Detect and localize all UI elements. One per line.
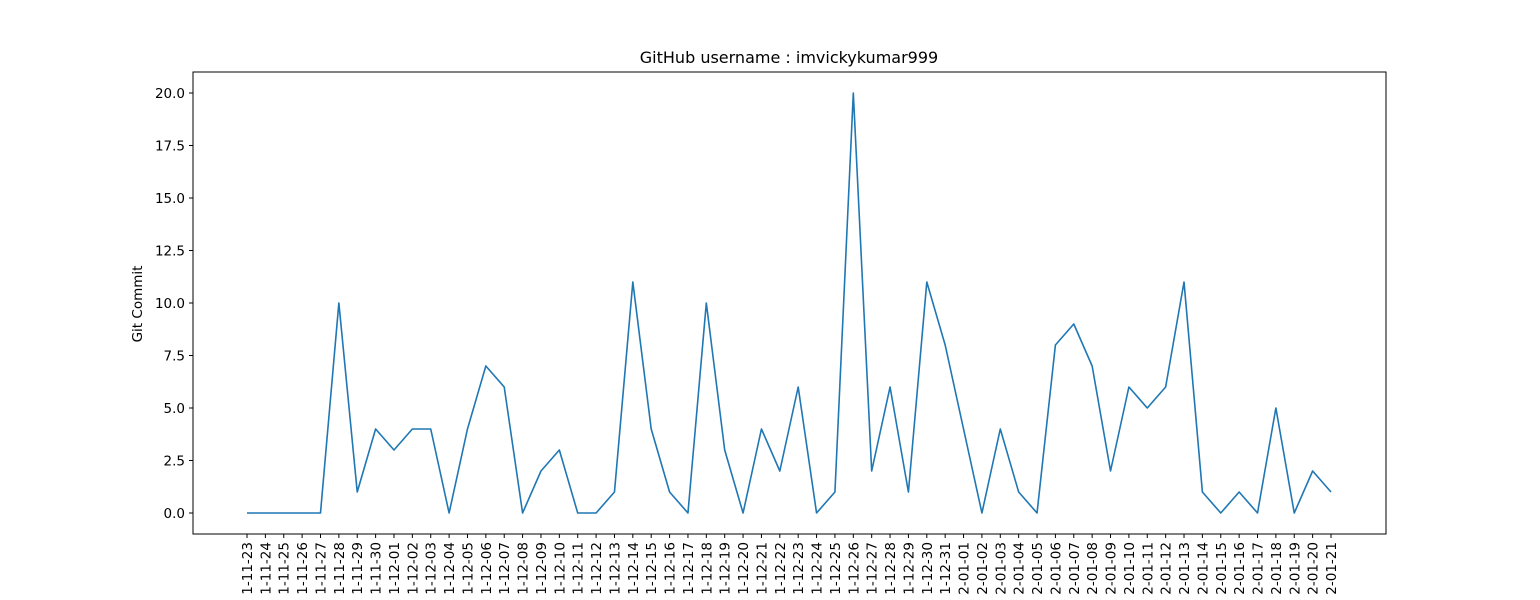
y-tick-label: 12.5 bbox=[155, 244, 185, 260]
x-tick-label: 1-12-12 bbox=[589, 542, 605, 595]
y-tick-label: 10.0 bbox=[155, 296, 185, 312]
x-tick-label: 1-12-04 bbox=[442, 542, 458, 595]
y-tick-label: 7.5 bbox=[164, 349, 185, 365]
x-tick-label: 1-12-08 bbox=[516, 542, 532, 595]
x-tick-label: 2-01-10 bbox=[1122, 542, 1138, 595]
x-tick-label: 1-12-14 bbox=[626, 542, 642, 595]
x-tick-label: 1-11-25 bbox=[277, 542, 293, 595]
x-tick-label: 1-12-31 bbox=[938, 542, 954, 595]
x-tick-label: 1-12-18 bbox=[699, 542, 715, 595]
x-tick-label: 1-12-26 bbox=[846, 542, 862, 595]
x-tick-label: 2-01-11 bbox=[1140, 542, 1156, 595]
x-tick-label: 1-12-09 bbox=[534, 542, 550, 595]
x-tick-label: 1-12-17 bbox=[681, 542, 697, 595]
x-tick-label: 2-01-18 bbox=[1269, 542, 1285, 595]
x-tick-label: 1-12-07 bbox=[497, 542, 513, 595]
y-tick-label: 15.0 bbox=[155, 191, 185, 207]
y-tick-label: 2.5 bbox=[164, 454, 185, 470]
x-tick-label: 2-01-07 bbox=[1067, 542, 1083, 595]
x-tick-label: 1-12-10 bbox=[552, 542, 568, 595]
x-tick-label: 2-01-12 bbox=[1159, 542, 1175, 595]
x-axis: 1-11-23 1-11-24 1-11-25 1-11-26 1-11-27 1-11-… bbox=[240, 534, 1340, 595]
x-tick-label: 1-11-26 bbox=[295, 542, 311, 595]
x-tick-label: 2-01-14 bbox=[1195, 542, 1211, 595]
y-tick-label: 20.0 bbox=[155, 86, 185, 102]
x-tick-label: 1-12-21 bbox=[754, 542, 770, 595]
y-axis-label: Git Commit bbox=[130, 266, 146, 343]
chart-title: GitHub username : imvickykumar999 bbox=[640, 48, 938, 67]
x-tick-label: 1-12-24 bbox=[810, 542, 826, 595]
x-tick-label: 1-12-23 bbox=[791, 542, 807, 595]
x-tick-label: 1-12-06 bbox=[479, 542, 495, 595]
y-tick-label: 5.0 bbox=[164, 401, 185, 417]
y-tick-label: 0.0 bbox=[164, 506, 185, 522]
x-tick-label: 1-12-15 bbox=[644, 542, 660, 595]
x-tick-label: 1-12-01 bbox=[387, 542, 403, 595]
x-tick-label: 1-11-29 bbox=[350, 542, 366, 595]
x-tick-label: 1-11-30 bbox=[369, 542, 385, 595]
x-tick-label: 2-01-04 bbox=[1012, 542, 1028, 595]
x-tick-label: 1-12-16 bbox=[663, 542, 679, 595]
x-tick-label: 1-12-20 bbox=[736, 542, 752, 595]
x-tick-label: 2-01-01 bbox=[957, 542, 973, 595]
x-tick-label: 2-01-20 bbox=[1306, 542, 1322, 595]
x-tick-label: 2-01-03 bbox=[993, 542, 1009, 595]
x-tick-label: 1-12-13 bbox=[607, 542, 623, 595]
x-tick-label: 2-01-16 bbox=[1232, 542, 1248, 595]
x-tick-label: 2-01-08 bbox=[1085, 542, 1101, 595]
x-tick-label: 1-12-03 bbox=[424, 542, 440, 595]
x-tick-label: 1-12-05 bbox=[460, 542, 476, 595]
x-tick-label: 1-11-24 bbox=[258, 542, 274, 595]
plot-frame bbox=[192, 71, 1387, 535]
x-tick-label: 2-01-17 bbox=[1251, 542, 1267, 595]
x-tick-label: 1-12-11 bbox=[571, 542, 587, 595]
commit-series-line bbox=[247, 92, 1332, 514]
x-tick-label: 1-12-22 bbox=[773, 542, 789, 595]
y-tick-label: 17.5 bbox=[155, 139, 185, 155]
x-tick-label: 1-12-02 bbox=[405, 542, 421, 595]
x-tick-label: 2-01-02 bbox=[975, 542, 991, 595]
x-tick-label: 2-01-13 bbox=[1177, 542, 1193, 595]
x-tick-label: 2-01-05 bbox=[1030, 542, 1046, 595]
x-tick-label: 1-12-28 bbox=[883, 542, 899, 595]
x-tick-label: 2-01-15 bbox=[1214, 542, 1230, 595]
x-tick-label: 1-12-29 bbox=[901, 542, 917, 595]
x-tick-label: 2-01-19 bbox=[1287, 542, 1303, 595]
x-tick-label: 1-12-27 bbox=[865, 542, 881, 595]
x-tick-label: 2-01-21 bbox=[1324, 542, 1340, 595]
x-tick-label: 2-01-06 bbox=[1048, 542, 1064, 595]
y-axis: 0.0 2.5 5.0 7.5 10.0 12.5 15.0 17.5 20.0 bbox=[155, 86, 193, 522]
x-tick-label: 1-11-27 bbox=[313, 542, 329, 595]
x-tick-label: 1-12-19 bbox=[718, 542, 734, 595]
x-tick-label: 1-11-28 bbox=[332, 542, 348, 595]
x-tick-label: 1-12-25 bbox=[828, 542, 844, 595]
x-tick-label: 1-12-30 bbox=[920, 542, 936, 595]
x-tick-label: 1-11-23 bbox=[240, 542, 256, 595]
x-tick-label: 2-01-09 bbox=[1104, 542, 1120, 595]
